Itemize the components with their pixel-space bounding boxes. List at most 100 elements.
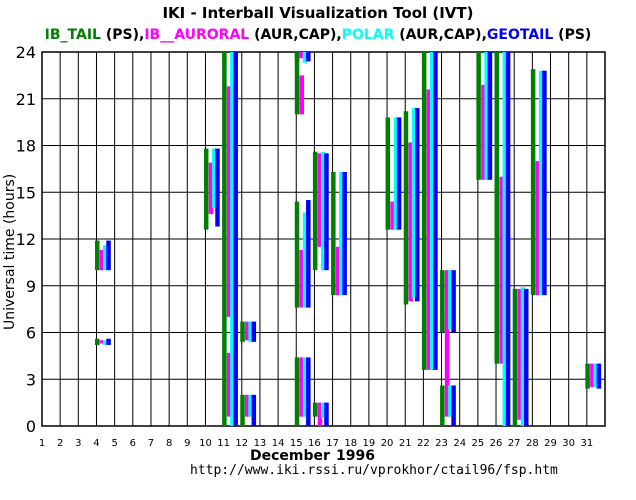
- interval-bar-ib-tail: [240, 394, 245, 426]
- interval-bar-polar: [502, 52, 508, 426]
- interval-bar-geotail: [306, 200, 311, 308]
- interval-bar-ib-tail: [294, 201, 300, 308]
- interval-bar-ib-auroral: [99, 249, 105, 271]
- interval-bar-polar: [248, 321, 253, 342]
- interval-bar-geotail: [215, 148, 220, 227]
- x-axis-year-label: 1996: [336, 448, 375, 464]
- x-tick-label: 9: [184, 438, 190, 449]
- interval-bar-ib-auroral: [299, 249, 305, 308]
- x-tick-label: 26: [490, 438, 503, 449]
- interval-bar-ib-auroral: [499, 176, 504, 364]
- interval-bar-ib-auroral: [299, 52, 305, 59]
- interval-bar-polar: [448, 270, 453, 330]
- interval-bar-polar: [320, 402, 326, 419]
- y-tick-label: 9: [26, 277, 36, 296]
- interval-bar-polar: [448, 385, 453, 417]
- interval-bar-ib-auroral: [317, 402, 323, 426]
- x-tick-label: 3: [75, 438, 81, 449]
- interval-bar-ib-auroral: [317, 153, 323, 247]
- x-tick-label: 25: [472, 438, 485, 449]
- x-tick-label: 7: [148, 438, 154, 449]
- interval-bar-geotail: [251, 321, 257, 342]
- y-tick-label: 18: [16, 137, 36, 156]
- x-tick-label: 10: [199, 438, 212, 449]
- interval-bar-geotail: [451, 385, 456, 426]
- interval-bar-ib-tail: [94, 240, 100, 271]
- source-url[interactable]: http://www.iki.rssi.ru/vprokhor/ctail96/…: [190, 463, 558, 478]
- interval-bar-ib-tail: [403, 111, 409, 305]
- interval-bar-polar: [302, 52, 308, 63]
- interval-bar-ib-tail: [421, 52, 427, 370]
- interval-bar-ib-auroral: [299, 357, 305, 417]
- interval-bar-geotail: [324, 153, 329, 271]
- legend-entry-name: POLAR: [341, 27, 395, 43]
- interval-bar-geotail: [324, 402, 329, 426]
- interval-bar-geotail: [433, 52, 438, 370]
- x-tick-label: 22: [417, 438, 430, 449]
- interval-bar-polar: [103, 245, 108, 271]
- interval-bar-ib-tail: [476, 52, 481, 180]
- interval-bar-ib-tail: [530, 69, 536, 296]
- y-tick-label: 12: [16, 230, 36, 249]
- interval-bar-geotail: [487, 52, 493, 180]
- interval-bar-ib-tail: [512, 288, 518, 426]
- interval-bar-ib-auroral: [390, 201, 395, 230]
- x-tick-label: 12: [235, 438, 248, 449]
- interval-bar-polar: [393, 117, 399, 230]
- x-tick-label: 17: [326, 438, 339, 449]
- interval-bar-geotail: [396, 117, 402, 230]
- interval-bar-ib-tail: [312, 402, 318, 417]
- legend-entry-mode: (PS): [553, 27, 592, 43]
- interval-bar-ib-tail: [94, 338, 100, 345]
- interval-bar-ib-auroral: [208, 162, 214, 215]
- x-tick-label: 28: [526, 438, 539, 449]
- interval-bar-geotail: [415, 108, 420, 302]
- interval-bar-geotail: [306, 52, 311, 62]
- interval-bar-ib-auroral: [245, 394, 250, 417]
- x-tick-label: 21: [399, 438, 412, 449]
- interval-bar-ib-auroral: [299, 75, 305, 115]
- interval-bar-ib-auroral: [99, 340, 105, 344]
- interval-bar-ib-auroral: [517, 288, 522, 420]
- x-axis-month-label: December: [250, 448, 330, 464]
- interval-bar-geotail: [451, 270, 456, 333]
- interval-bar-geotail: [505, 52, 511, 426]
- y-tick-label: 24: [16, 43, 36, 62]
- interval-bar-geotail: [342, 171, 347, 296]
- x-tick-label: 14: [272, 438, 285, 449]
- interval-bar-polar: [520, 287, 526, 426]
- x-tick-label: 23: [435, 438, 448, 449]
- interval-bar-ib-auroral: [426, 89, 432, 370]
- interval-bar-polar: [339, 171, 344, 296]
- x-tick-label: 24: [453, 438, 466, 449]
- y-tick-label: 6: [26, 324, 36, 343]
- y-tick-label: 3: [26, 370, 36, 389]
- interval-bar-ib-auroral: [535, 161, 541, 296]
- plot-frame: [41, 51, 606, 427]
- interval-bar-ib-auroral: [335, 246, 341, 296]
- legend-entry-mode: (AUR,CAP),: [394, 27, 487, 43]
- interval-bar-ib-tail: [494, 52, 500, 364]
- x-tick-label: 8: [166, 438, 172, 449]
- x-tick-label: 2: [57, 438, 63, 449]
- interval-bar-polar: [429, 52, 435, 370]
- y-tick-label: 15: [16, 183, 36, 202]
- interval-bar-polar: [302, 357, 308, 417]
- y-tick-label: 21: [16, 90, 36, 109]
- legend-entry-name: IB_TAIL: [44, 27, 101, 43]
- interval-bar-ib-tail: [240, 321, 245, 342]
- x-tick-label: 15: [290, 438, 303, 449]
- x-tick-label: 31: [580, 438, 593, 449]
- interval-bar-geotail: [306, 357, 311, 426]
- interval-bar-ib-tail: [585, 363, 590, 389]
- interval-bar-ib-tail: [222, 52, 227, 426]
- interval-bar-geotail: [596, 363, 602, 389]
- interval-bar-geotail: [524, 288, 529, 426]
- x-tick-label: 4: [93, 438, 99, 449]
- interval-bar-polar: [538, 70, 544, 296]
- interval-bar-ib-tail: [312, 151, 318, 271]
- legend-entry-name: GEOTAIL: [486, 27, 554, 43]
- legend-entry-mode: (AUR,CAP),: [249, 27, 342, 43]
- interval-bar-ib-tail: [440, 385, 445, 426]
